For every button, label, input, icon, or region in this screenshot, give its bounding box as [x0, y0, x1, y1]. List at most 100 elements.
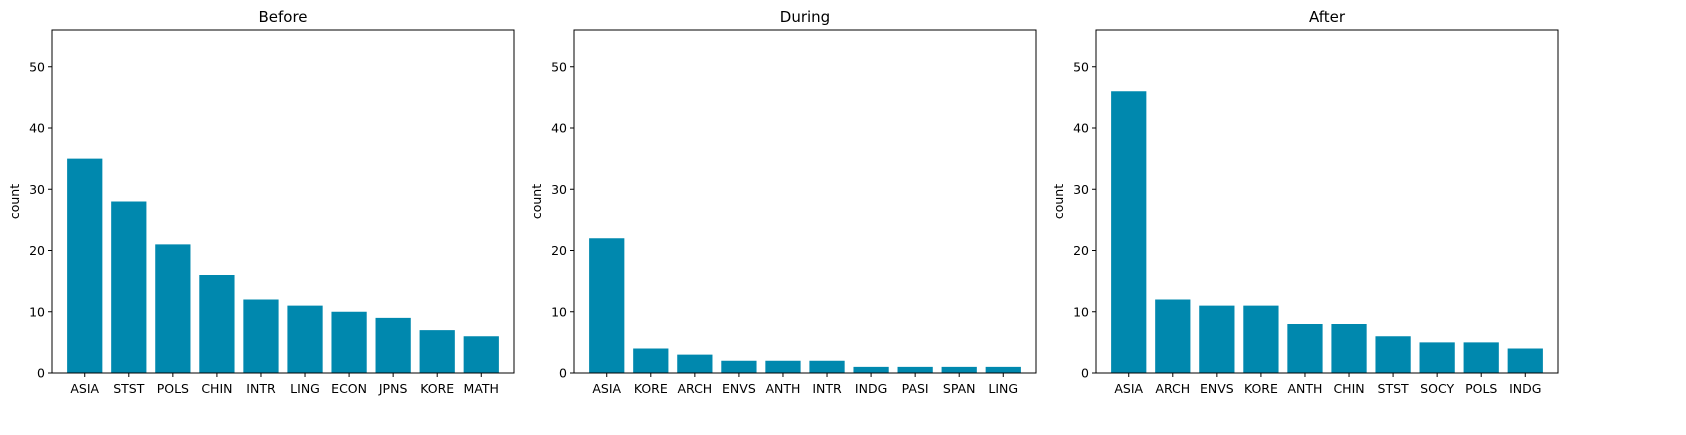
- y-tick-label: 20: [1073, 243, 1089, 258]
- panel-title: After: [1309, 8, 1346, 26]
- bar-econ: [331, 311, 367, 373]
- x-tick-label: SOCY: [1420, 381, 1454, 396]
- y-tick-label: 30: [29, 182, 45, 197]
- panel-during: During count 0 10 20 30 40 50 ASIA KORE ARCH ENV…: [529, 8, 1037, 396]
- bar-asia: [589, 238, 625, 373]
- x-tick-label: INDG: [855, 381, 887, 396]
- x-tick-label: ENVS: [722, 381, 756, 396]
- y-tick-label: 0: [559, 366, 567, 381]
- y-tick-label: 10: [29, 304, 45, 319]
- bar-indg: [853, 366, 889, 373]
- y-axis-label: count: [7, 184, 22, 219]
- x-tick-label: SPAN: [943, 381, 976, 396]
- x-tick-label: CHIN: [201, 381, 232, 396]
- bar-arch: [1155, 299, 1191, 373]
- y-tick-label: 40: [551, 121, 567, 136]
- y-tick-label: 30: [551, 182, 567, 197]
- bar-pols: [155, 244, 191, 373]
- y-ticks: 0 10 20 30 40 50: [1073, 59, 1096, 381]
- bar-socy: [1419, 342, 1455, 373]
- y-tick-label: 20: [29, 243, 45, 258]
- x-tick-label: ASIA: [1114, 381, 1143, 396]
- y-ticks: 0 10 20 30 40 50: [29, 59, 52, 381]
- bar-ling: [287, 305, 323, 373]
- bar-stst: [1375, 336, 1411, 373]
- x-tick-label: INDG: [1509, 381, 1541, 396]
- x-tick-label: ARCH: [1155, 381, 1190, 396]
- bar-arch: [677, 354, 713, 373]
- panel-before: Before count 0 10 20 30 40 50 ASIA STST POLS CHI…: [7, 8, 515, 396]
- bar-asia: [67, 158, 103, 373]
- bar-kore: [419, 330, 455, 373]
- x-ticks: ASIA KORE ARCH ENVS ANTH INTR INDG PASI SPAN LING: [592, 373, 1018, 396]
- bar-chin: [1331, 324, 1367, 373]
- y-axis-label: count: [1051, 184, 1066, 219]
- bar-stst: [111, 201, 147, 373]
- bar-envs: [721, 360, 757, 373]
- x-tick-label: JPNS: [378, 381, 408, 396]
- bar-chin: [199, 275, 235, 373]
- plot-frame: [1095, 29, 1559, 374]
- bar-math: [463, 336, 499, 373]
- plot-frame: [573, 29, 1037, 374]
- bar-pols: [1463, 342, 1499, 373]
- bar-kore: [633, 348, 669, 373]
- x-tick-label: KORE: [634, 381, 668, 396]
- x-ticks: ASIA STST POLS CHIN INTR LING ECON JPNS KORE MATH: [70, 373, 499, 396]
- bars: [67, 158, 499, 373]
- x-tick-label: CHIN: [1333, 381, 1364, 396]
- bar-intr: [243, 299, 279, 373]
- x-tick-label: ARCH: [677, 381, 712, 396]
- bar-envs: [1199, 305, 1235, 373]
- x-tick-label: MATH: [464, 381, 499, 396]
- y-tick-label: 10: [1073, 304, 1089, 319]
- x-tick-label: KORE: [1244, 381, 1278, 396]
- x-tick-label: ANTH: [766, 381, 801, 396]
- x-tick-label: STST: [1378, 381, 1410, 396]
- bar-intr: [809, 360, 845, 373]
- x-tick-label: ECON: [331, 381, 367, 396]
- bar-kore: [1243, 305, 1279, 373]
- panel-after: After count 0 10 20 30 40 50 ASIA ARCH ENVS KORE…: [1051, 8, 1559, 396]
- y-axis-label: count: [529, 184, 544, 219]
- x-tick-label: POLS: [157, 381, 189, 396]
- bars: [589, 238, 1021, 373]
- bar-indg: [1507, 348, 1543, 373]
- y-tick-label: 0: [1081, 366, 1089, 381]
- y-tick-label: 10: [551, 304, 567, 319]
- panel-title: Before: [258, 8, 307, 26]
- panel-title: During: [780, 8, 830, 26]
- x-tick-label: PASI: [902, 381, 929, 396]
- plot-frame: [51, 29, 515, 374]
- bar-anth: [765, 360, 801, 373]
- x-tick-label: LING: [988, 381, 1018, 396]
- x-tick-label: ASIA: [592, 381, 621, 396]
- x-tick-label: INTR: [246, 381, 276, 396]
- x-tick-label: ANTH: [1288, 381, 1323, 396]
- y-ticks: 0 10 20 30 40 50: [551, 59, 574, 381]
- bar-span: [941, 366, 977, 373]
- bar-jpns: [375, 317, 411, 373]
- y-tick-label: 50: [1073, 59, 1089, 74]
- bar-asia: [1111, 91, 1147, 373]
- x-tick-label: INTR: [812, 381, 842, 396]
- x-tick-label: STST: [113, 381, 145, 396]
- x-tick-label: LING: [290, 381, 320, 396]
- y-tick-label: 0: [37, 366, 45, 381]
- y-tick-label: 30: [1073, 182, 1089, 197]
- y-tick-label: 50: [29, 59, 45, 74]
- y-tick-label: 40: [29, 121, 45, 136]
- x-tick-label: ENVS: [1200, 381, 1234, 396]
- bar-anth: [1287, 324, 1323, 373]
- x-tick-label: KORE: [420, 381, 454, 396]
- y-tick-label: 40: [1073, 121, 1089, 136]
- bar-pasi: [897, 366, 933, 373]
- y-tick-label: 50: [551, 59, 567, 74]
- x-tick-label: POLS: [1465, 381, 1497, 396]
- x-ticks: ASIA ARCH ENVS KORE ANTH CHIN STST SOCY POLS INDG: [1114, 373, 1541, 396]
- bars: [1111, 91, 1543, 373]
- bar-ling: [985, 366, 1021, 373]
- x-tick-label: ASIA: [70, 381, 99, 396]
- y-tick-label: 20: [551, 243, 567, 258]
